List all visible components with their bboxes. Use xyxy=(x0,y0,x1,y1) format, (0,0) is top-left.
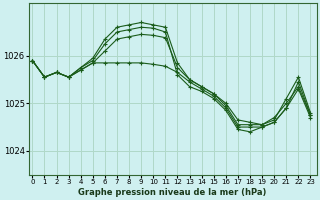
X-axis label: Graphe pression niveau de la mer (hPa): Graphe pression niveau de la mer (hPa) xyxy=(78,188,267,197)
